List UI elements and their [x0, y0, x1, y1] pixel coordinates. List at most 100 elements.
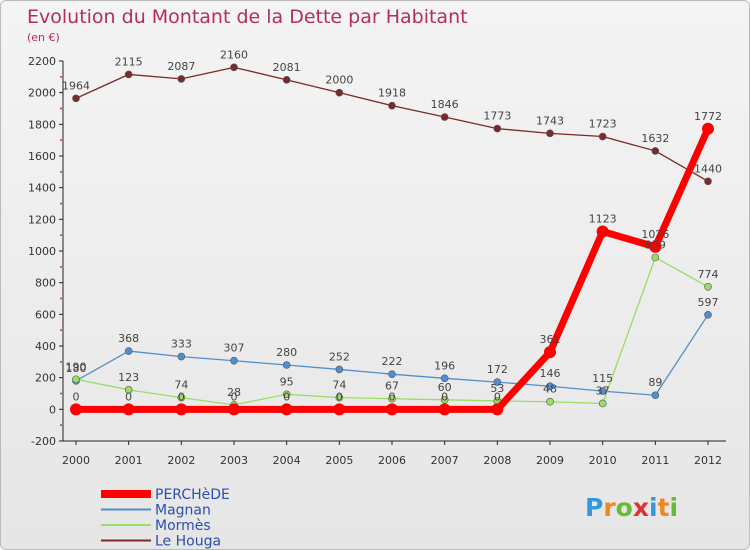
data-point: [177, 75, 186, 83]
data-point: [175, 403, 188, 416]
data-label: 0: [283, 390, 290, 403]
data-point: [598, 132, 607, 141]
data-label: 115: [592, 372, 613, 385]
data-point: [440, 374, 449, 383]
data-label: 1026: [641, 228, 669, 241]
data-label: 0: [231, 390, 238, 403]
data-label: 1772: [694, 110, 722, 123]
data-point: [333, 403, 346, 416]
data-label: 196: [434, 359, 455, 372]
data-point: [546, 397, 554, 406]
data-label: 1723: [589, 118, 617, 131]
legend-label: Le Houga: [155, 534, 221, 550]
data-point: [388, 394, 396, 403]
data-label: 123: [118, 371, 139, 384]
data-label: 48: [543, 383, 557, 396]
y-tick-label: 0: [49, 403, 56, 416]
data-point: [282, 361, 291, 369]
data-label: 172: [487, 363, 508, 376]
data-label: 0: [73, 390, 80, 403]
data-label: 1123: [589, 213, 617, 226]
chart-title: Evolution du Montant de la Dette par Hab…: [27, 6, 468, 28]
data-point: [546, 129, 554, 138]
data-point: [177, 393, 186, 402]
y-minor-tick: [60, 297, 62, 300]
data-label: 1773: [483, 110, 511, 123]
y-minor-tick: [60, 139, 62, 142]
series-layer: [70, 63, 714, 416]
data-point: [124, 386, 133, 394]
legend-label: Mormès: [155, 518, 211, 534]
data-label: 2081: [273, 61, 301, 74]
data-point: [228, 403, 240, 416]
data-label: 190: [66, 360, 87, 373]
data-label: 0: [336, 390, 343, 403]
data-point: [493, 378, 502, 386]
data-point: [335, 393, 344, 402]
data-point: [386, 403, 398, 416]
data-point: [282, 76, 291, 84]
data-label: 1440: [694, 162, 722, 175]
data-point: [704, 311, 712, 319]
chart-subtitle: (en €): [27, 31, 60, 44]
data-label: 333: [171, 338, 192, 351]
x-tick-label: 2010: [589, 454, 617, 467]
data-point: [491, 403, 504, 416]
data-label: 307: [224, 342, 245, 355]
y-minor-tick: [60, 424, 62, 427]
data-label: 959: [645, 238, 666, 251]
data-point: [280, 403, 293, 416]
data-label: 252: [329, 350, 350, 363]
data-label: 2115: [115, 55, 143, 68]
data-label: 1743: [536, 114, 564, 127]
data-label: 0: [441, 390, 448, 403]
data-point: [177, 352, 186, 361]
data-point: [72, 375, 80, 384]
data-label: 1918: [378, 87, 406, 100]
legend-label: Magnan: [155, 503, 211, 519]
data-label: 74: [174, 379, 188, 392]
data-point: [230, 63, 238, 72]
y-tick-label: -200: [31, 435, 56, 448]
data-point: [230, 356, 238, 365]
data-label: 74: [332, 379, 346, 392]
y-tick-label: 1800: [28, 118, 56, 131]
data-label: 0: [389, 390, 396, 403]
data-label: 2087: [167, 60, 195, 73]
x-tick-label: 2012: [694, 454, 722, 467]
y-minor-tick: [60, 234, 62, 237]
data-point: [122, 403, 135, 416]
y-minor-tick: [60, 265, 62, 268]
y-minor-tick: [60, 170, 62, 173]
logo-text: Proxiti: [585, 493, 678, 522]
y-tick-label: 1200: [28, 213, 56, 226]
y-minor-tick: [60, 202, 62, 205]
x-tick-label: 2001: [115, 454, 143, 467]
data-point: [651, 391, 660, 400]
data-label: 89: [648, 376, 662, 389]
data-point: [388, 370, 396, 378]
y-tick-label: 2200: [28, 55, 56, 68]
data-point: [124, 70, 133, 79]
x-tick-label: 2007: [431, 454, 459, 467]
data-point: [651, 253, 660, 262]
data-point: [70, 403, 82, 416]
data-point: [388, 101, 396, 110]
data-label: 1964: [62, 79, 90, 92]
data-label: 2000: [325, 74, 353, 87]
x-tick-label: 2004: [273, 454, 301, 467]
x-tick-label: 2011: [641, 454, 669, 467]
data-point: [335, 88, 344, 97]
data-point: [282, 390, 291, 399]
data-point: [651, 147, 660, 155]
data-label: 0: [178, 390, 185, 403]
data-point: [598, 387, 607, 395]
data-point: [72, 94, 80, 103]
data-point: [546, 382, 554, 391]
x-tick-label: 2006: [378, 454, 406, 467]
proxiti-logo: Proxiti: [585, 493, 678, 522]
y-minor-tick: [60, 75, 62, 78]
y-minor-tick: [60, 392, 62, 395]
